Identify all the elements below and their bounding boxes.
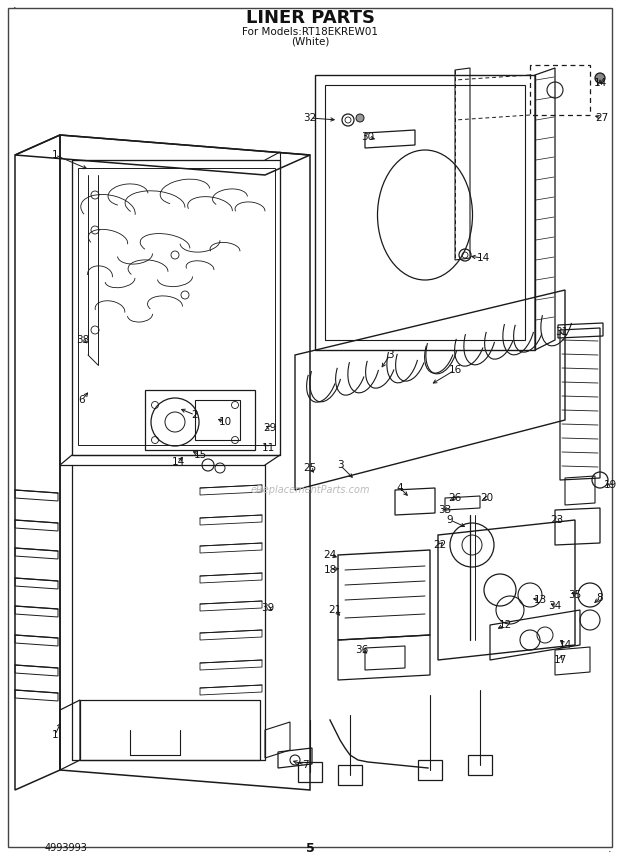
- Text: (White): (White): [291, 37, 329, 47]
- Text: LINER PARTS: LINER PARTS: [246, 9, 374, 27]
- Text: 1: 1: [51, 730, 58, 740]
- Text: 19: 19: [603, 480, 617, 490]
- Circle shape: [595, 73, 605, 83]
- Text: 30: 30: [361, 132, 374, 142]
- Text: 39: 39: [262, 603, 275, 613]
- Text: 14: 14: [476, 253, 490, 263]
- Text: 20: 20: [480, 493, 494, 503]
- Text: 15: 15: [193, 450, 206, 460]
- Text: ·: ·: [608, 847, 612, 857]
- Text: eReplacementParts.com: eReplacementParts.com: [250, 485, 370, 495]
- Text: 35: 35: [569, 590, 582, 600]
- Text: 5: 5: [306, 841, 314, 854]
- Text: 38: 38: [76, 335, 90, 345]
- Text: 27: 27: [595, 113, 609, 123]
- Text: 6: 6: [79, 395, 86, 405]
- Text: 17: 17: [554, 655, 567, 665]
- Text: 1: 1: [51, 150, 58, 160]
- Text: 16: 16: [448, 365, 462, 375]
- Text: 14: 14: [593, 78, 606, 88]
- Text: 14: 14: [171, 457, 185, 467]
- Text: 34: 34: [548, 601, 562, 611]
- Text: 13: 13: [533, 595, 547, 605]
- Text: 25: 25: [303, 463, 317, 473]
- Text: 4993993: 4993993: [45, 843, 88, 853]
- Text: ·: ·: [13, 3, 17, 13]
- Text: 4: 4: [397, 483, 404, 493]
- Text: 14: 14: [559, 640, 572, 650]
- Text: 36: 36: [355, 645, 369, 655]
- Text: For Models:RT18EKREW01: For Models:RT18EKREW01: [242, 27, 378, 37]
- Text: 7: 7: [302, 760, 308, 770]
- Text: 12: 12: [498, 620, 511, 630]
- Text: 11: 11: [262, 443, 275, 453]
- Text: 23: 23: [551, 515, 564, 525]
- Text: 32: 32: [303, 113, 317, 123]
- Text: 18: 18: [324, 565, 337, 575]
- Text: 22: 22: [433, 540, 446, 550]
- Text: 33: 33: [438, 505, 451, 515]
- Text: 8: 8: [596, 593, 603, 603]
- Text: 2: 2: [192, 410, 198, 420]
- Text: 3: 3: [337, 460, 343, 470]
- Text: 29: 29: [264, 423, 277, 433]
- Text: 21: 21: [329, 605, 342, 615]
- Text: 3: 3: [387, 350, 393, 360]
- Text: 9: 9: [446, 515, 453, 525]
- Text: 31: 31: [556, 327, 569, 337]
- Text: 24: 24: [324, 550, 337, 560]
- Text: 26: 26: [448, 493, 462, 503]
- Text: 10: 10: [218, 417, 231, 427]
- Circle shape: [356, 114, 364, 122]
